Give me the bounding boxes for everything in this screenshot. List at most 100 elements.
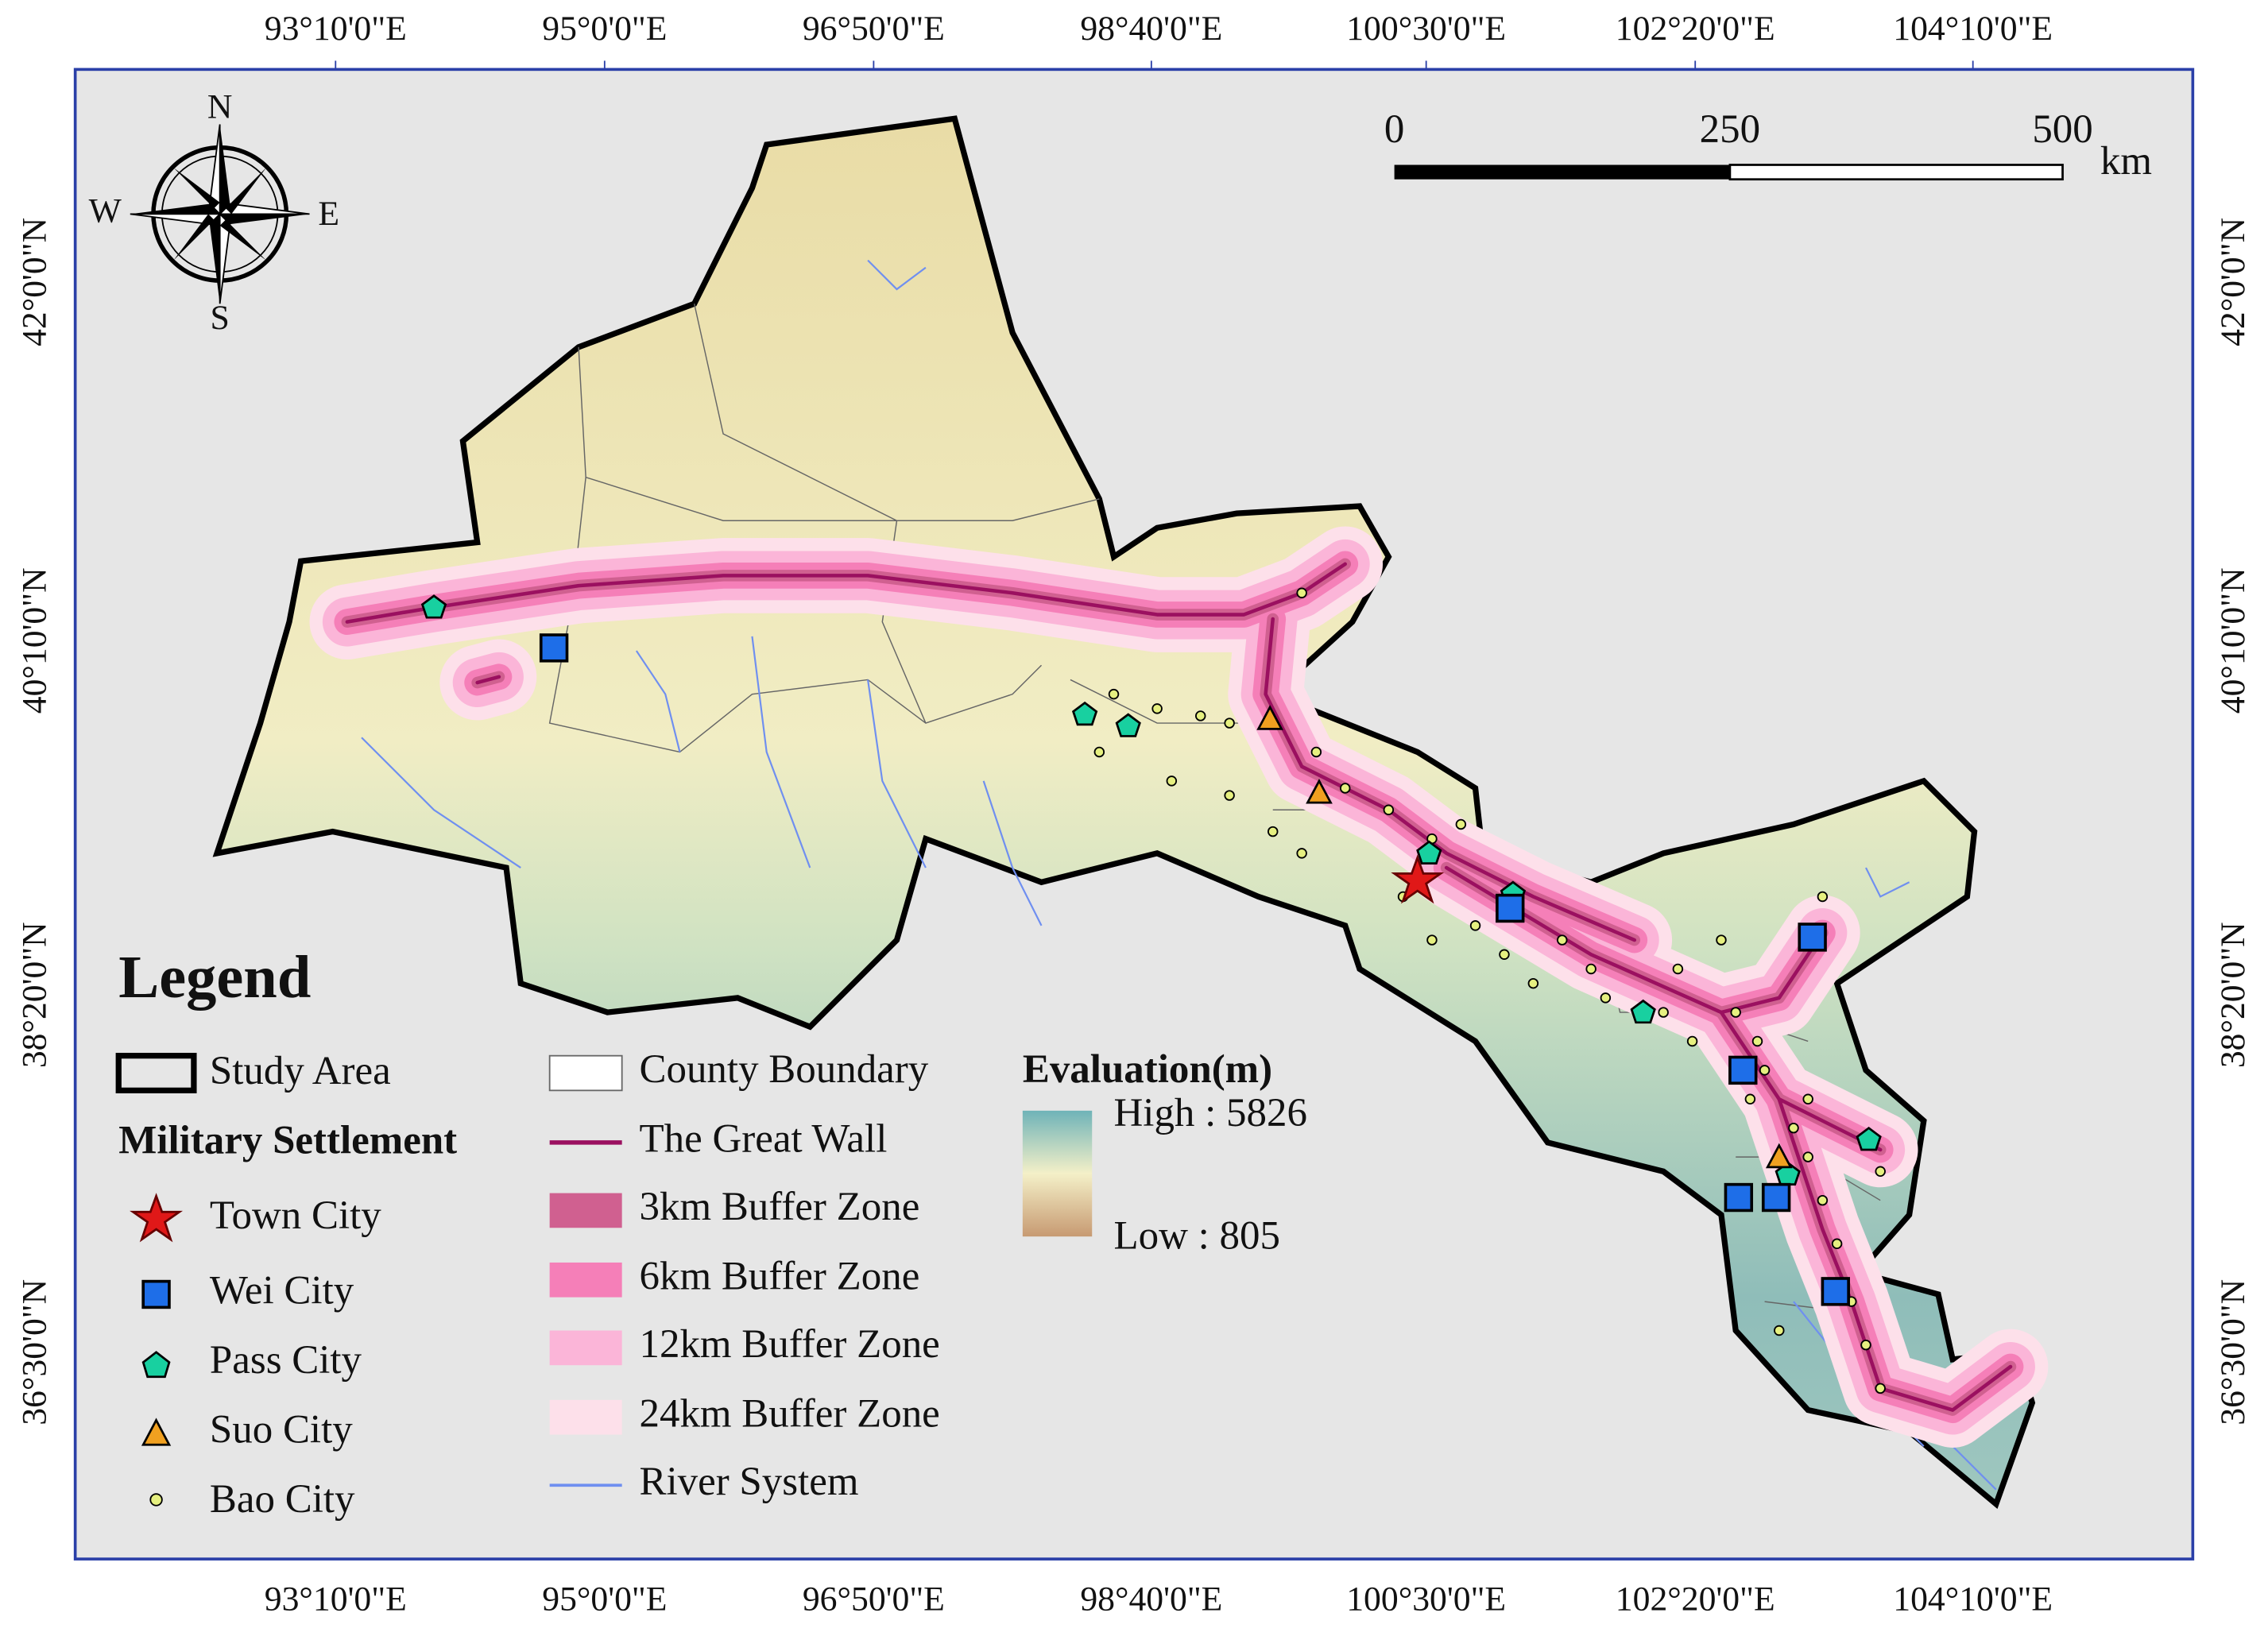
legend-item: 12km Buffer Zone [640,1322,940,1367]
legend-item: 6km Buffer Zone [640,1254,920,1298]
bao-city [1166,776,1178,787]
bao-city [1455,818,1467,830]
bao-city [1151,703,1163,714]
pass-city [1630,999,1656,1024]
bao-city [1658,1007,1669,1018]
longitude-label: 104°10'0"E [1893,10,2053,48]
wei-city [539,633,569,663]
bao-city [1093,746,1105,758]
wei-city [1724,1182,1754,1213]
bao-city [1817,1194,1829,1206]
longitude-label: 95°0'0"E [542,1580,667,1619]
scale-label: 250 [1700,107,1760,152]
bao-city [1744,1093,1756,1105]
elevation-low: Low : 805 [1114,1214,1280,1259]
longitude-label: 93°10'0"E [265,10,407,48]
bao-city [1340,783,1351,794]
bao-city [1194,710,1206,721]
suo-city [1306,778,1333,804]
wei-city [1821,1277,1850,1306]
scale-unit: km [2100,139,2152,184]
longitude-label: 98°40'0"E [1080,1580,1222,1619]
bao-city [1875,1383,1886,1394]
longitude-label: 96°50'0"E [803,10,945,48]
suo-city [1765,1143,1793,1169]
bao-city [1499,949,1510,961]
wei-city [1761,1182,1791,1213]
legend-item: Bao City [210,1477,355,1522]
longitude-label: 104°10'0"E [1893,1580,2053,1619]
legend-heading: Evaluation(m) [1023,1047,1272,1092]
buffer [345,562,1348,624]
bao-city [1817,891,1829,903]
compass-w: W [89,191,122,230]
compass-n: N [207,87,233,126]
bao-city [1875,1166,1886,1178]
pass-city [1071,701,1098,726]
legend-item: Wei City [210,1269,354,1313]
study-area [212,115,2036,1510]
legend-item: Study Area [210,1049,391,1093]
bao-city [1527,977,1539,989]
legend-item: County Boundary [640,1047,929,1092]
bao-city [1788,1122,1799,1134]
compass: N S E W [89,87,339,337]
latitude-label: 38°20'0"N [2214,922,2252,1068]
legend-item: River System [640,1460,859,1504]
bao-city [1585,963,1597,975]
bao-city [1802,1151,1813,1162]
longitude-label: 102°20'0"E [1616,10,1775,48]
bao-city [1802,1093,1813,1105]
longitude-label: 100°30'0"E [1346,1580,1506,1619]
legend-item: The Great Wall [640,1117,888,1162]
bao-city [1268,826,1279,837]
compass-s: S [211,299,230,337]
bao-city [1426,934,1438,946]
latitude-label: 42°0'0"N [15,218,53,346]
bao-city [1557,934,1568,946]
compass-e: E [318,195,339,233]
legend: Legend Study Area Military Settlement To… [115,943,1307,1522]
pass-city [420,594,447,619]
bao-city [1751,1035,1763,1047]
bao-city [1469,920,1481,931]
legend-item: Pass City [210,1338,362,1383]
latitude-label: 40°10'0"N [15,567,53,714]
town-city [1391,854,1445,904]
latitude-label: 38°20'0"N [15,922,53,1068]
bao-city [1108,688,1120,700]
legend-item: 3km Buffer Zone [640,1185,920,1229]
buffer [475,675,501,685]
legend-title: Legend [118,943,311,1011]
pass-city [1416,840,1442,864]
bao-city [1383,804,1395,815]
wei-city [1496,893,1525,923]
bao-city [1224,718,1235,729]
scale-bar: 0 250 500 km [1384,107,2152,184]
bao-city [1600,992,1612,1004]
bao-city [1831,1238,1843,1250]
longitude-label: 95°0'0"E [542,10,667,48]
settlements [420,587,1886,1394]
legend-heading: Military Settlement [118,1118,457,1162]
legend-item: 24km Buffer Zone [640,1391,940,1436]
bao-city [1672,963,1684,975]
wei-city [1798,922,1827,952]
scale-label: 500 [2032,107,2092,152]
bao-city [1716,934,1727,946]
latitude-label: 42°0'0"N [2214,218,2252,346]
bao-city [1759,1065,1771,1076]
latitude-label: 40°10'0"N [2214,567,2252,714]
bao-city [1860,1339,1871,1351]
suo-city [1256,705,1283,730]
bao-city [1224,790,1235,801]
latitude-label: 36°30'0"N [2214,1279,2252,1425]
latitude-label: 36°30'0"N [15,1279,53,1425]
bao-city [1296,587,1307,598]
pass-city [1115,713,1141,737]
longitude-label: 96°50'0"E [803,1580,945,1619]
legend-item: Town City [210,1193,381,1238]
bao-city [1730,1007,1741,1018]
